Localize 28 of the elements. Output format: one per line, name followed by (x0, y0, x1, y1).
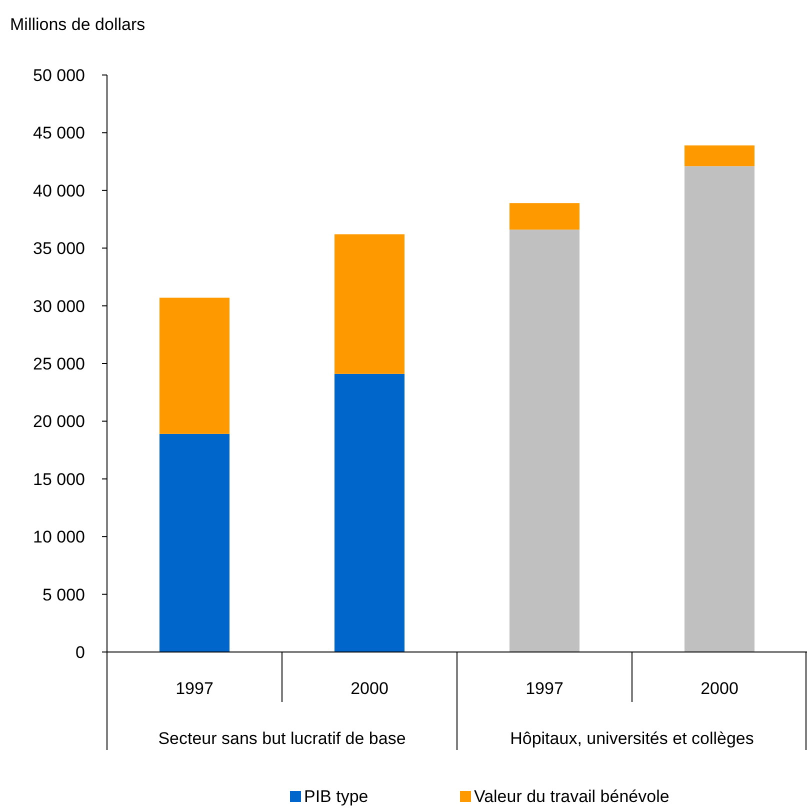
y-tick-label: 10 000 (33, 528, 85, 547)
bar (684, 166, 754, 652)
bar (510, 203, 580, 230)
y-tick-label: 20 000 (33, 412, 85, 432)
y-tick-label: 30 000 (33, 296, 85, 316)
bar (684, 145, 754, 166)
y-axis-title: Millions de dollars (10, 15, 146, 34)
bar (334, 234, 404, 374)
x-tick-label: 1997 (176, 679, 214, 698)
y-tick-label: 25 000 (33, 354, 85, 374)
y-tick-label: 50 000 (33, 66, 85, 85)
y-tick-label: 40 000 (33, 181, 85, 200)
bar (160, 434, 230, 652)
legend-label: Valeur du travail bénévole (474, 787, 670, 806)
bar (334, 374, 404, 652)
x-tick-label: 1997 (526, 679, 564, 698)
text: Secteur sans but lucratif de base (158, 729, 406, 748)
bar (160, 298, 230, 434)
legend-label: PIB type (304, 787, 368, 806)
y-tick-label: 35 000 (33, 239, 85, 258)
y-tick-label: 5 000 (42, 585, 85, 604)
y-tick-label: 15 000 (33, 470, 85, 489)
y-tick-label: 0 (76, 642, 85, 662)
x-tick-label: 2000 (350, 679, 388, 698)
text: Hôpitaux, universités et collèges (510, 729, 754, 748)
bar (510, 230, 580, 652)
x-tick-label: 2000 (700, 679, 738, 698)
y-tick-label: 45 000 (33, 124, 85, 143)
